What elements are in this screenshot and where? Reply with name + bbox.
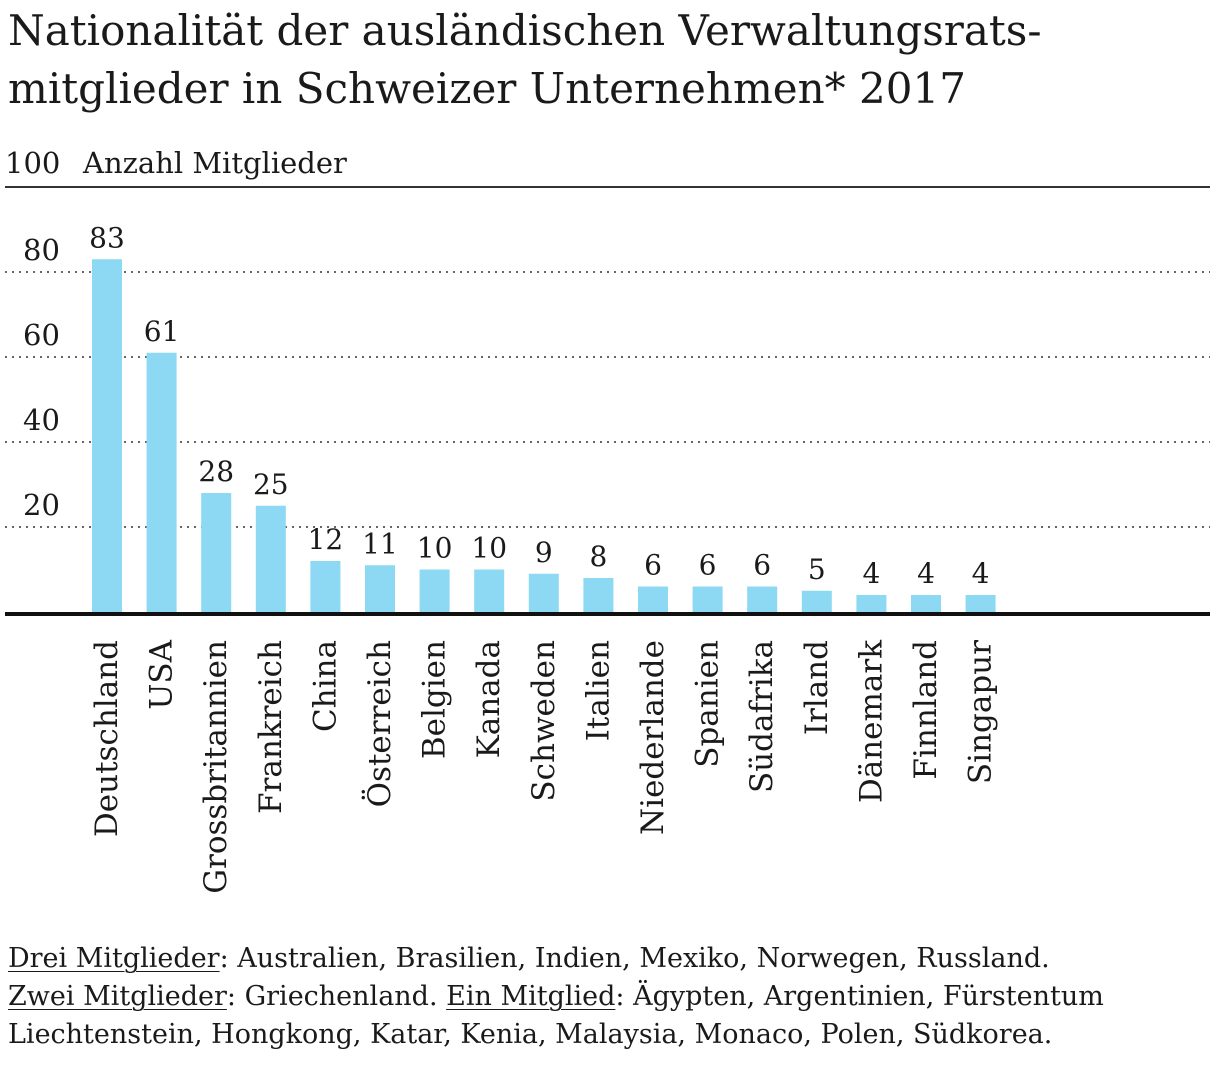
footnote-line-3: Liechtenstein, Hongkong, Katar, Kenia, M… <box>8 1019 1053 1050</box>
bar <box>965 595 996 612</box>
footnote-line-2: Zwei Mitglieder: Griechenland. Ein Mitgl… <box>8 978 1218 1016</box>
x-tick-label: Dänemark <box>853 640 889 803</box>
bar <box>310 561 341 612</box>
bar-value-label: 28 <box>198 455 234 488</box>
y-axis-title: Anzahl Mitglieder <box>82 146 347 180</box>
bar <box>747 586 778 612</box>
y-tick-label: 60 <box>23 318 60 352</box>
bar-value-label: 61 <box>144 315 180 348</box>
bar <box>583 578 614 612</box>
bar <box>638 586 668 612</box>
y-tick-label: 80 <box>23 233 60 267</box>
x-tick-label: Frankreich <box>253 640 289 814</box>
y-tick-label: 40 <box>23 403 60 437</box>
footnote-one-text-a: : Ägypten, Argentinien, Fürstentum <box>615 981 1104 1012</box>
bar-value-label: 10 <box>471 532 507 565</box>
bar-value-label: 4 <box>862 557 880 590</box>
bar <box>92 259 122 612</box>
x-tick-label: Niederlande <box>635 640 671 835</box>
footnote-line-1: Drei Mitglieder: Australien, Brasilien, … <box>8 940 1218 978</box>
x-tick-label: Schweden <box>526 640 562 802</box>
footnote-three-label: Drei Mitglieder <box>8 943 220 974</box>
bar-value-label: 4 <box>917 557 935 590</box>
bar-value-label: 83 <box>89 221 125 254</box>
x-tick-label: Grossbritannien <box>198 640 234 894</box>
bar <box>419 569 450 612</box>
footnote-one-label: Ein Mitglied <box>446 981 616 1012</box>
bar <box>911 595 941 612</box>
bar-value-label: 12 <box>308 523 344 556</box>
x-tick-label: Österreich <box>360 640 398 807</box>
x-tick-label: Irland <box>799 640 835 735</box>
bar <box>692 586 723 612</box>
bar <box>474 569 505 612</box>
chart-title: Nationalität der ausländischen Verwaltun… <box>8 2 1218 118</box>
x-tick-label: Deutschland <box>89 640 125 837</box>
bar-value-label: 5 <box>808 553 826 586</box>
x-tick-label: Südafrika <box>744 640 780 793</box>
bar-value-label: 9 <box>535 536 553 569</box>
bar-value-label: 6 <box>699 549 717 582</box>
bar-value-label: 11 <box>362 527 398 560</box>
chart-title-line-2: mitglieder in Schweizer Unternehmen* 201… <box>8 64 966 113</box>
bar <box>365 565 395 612</box>
bar <box>528 573 559 612</box>
x-tick-label: Kanada <box>471 640 507 758</box>
x-tick-label: USA <box>144 639 180 709</box>
x-tick-label: Finnland <box>908 640 944 780</box>
chart-title-line-1: Nationalität der ausländischen Verwaltun… <box>8 6 1042 55</box>
footnote-two-label: Zwei Mitglieder <box>8 981 227 1012</box>
x-tick-label: Italien <box>580 640 616 741</box>
bar <box>146 352 177 612</box>
bar <box>856 595 887 612</box>
y-tick-label: 100 <box>5 146 60 180</box>
bar-value-label: 10 <box>417 532 453 565</box>
x-tick-label: Belgien <box>417 640 453 759</box>
bar <box>801 590 832 612</box>
bar <box>201 493 232 612</box>
bar-value-label: 6 <box>753 549 771 582</box>
x-tick-label: Singapur <box>963 640 999 784</box>
footnote-two-text: : Griechenland. <box>226 981 447 1012</box>
footnote-three-text: : Australien, Brasilien, Indien, Mexiko,… <box>219 943 1050 974</box>
bar-value-label: 6 <box>644 549 662 582</box>
y-tick-label: 20 <box>23 488 60 522</box>
x-tick-label: China <box>307 640 343 732</box>
bar-value-label: 4 <box>972 557 990 590</box>
footnote: Drei Mitglieder: Australien, Brasilien, … <box>8 940 1218 1054</box>
bar-value-label: 8 <box>589 540 607 573</box>
bar-chart: 20 40 60 80 100 Anzahl Mitglieder 83 Deutschlan… <box>5 146 1210 894</box>
bar-value-label: 25 <box>253 468 289 501</box>
x-tick-label: Spanien <box>690 640 726 768</box>
bar <box>255 505 286 612</box>
